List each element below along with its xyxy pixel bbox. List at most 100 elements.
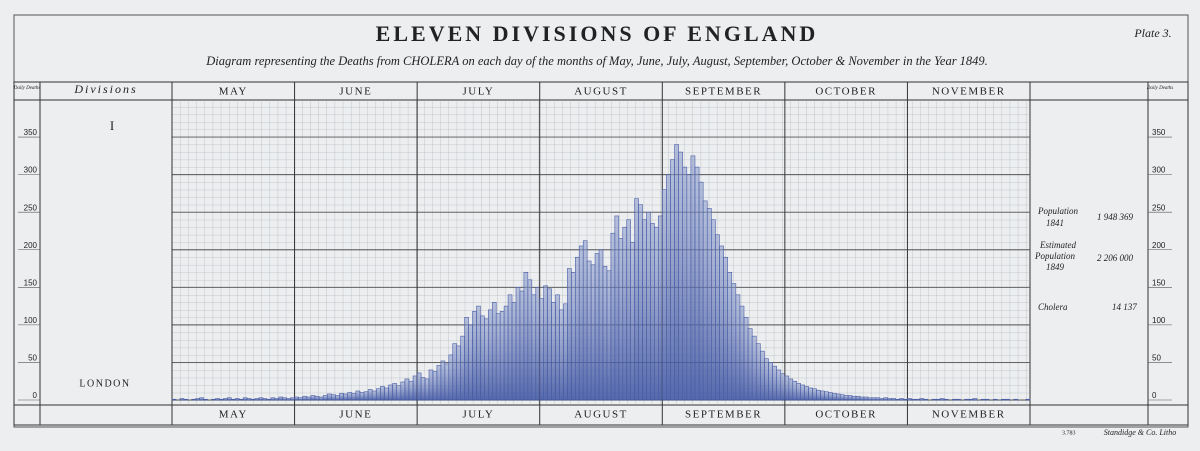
bar bbox=[678, 151, 684, 401]
bar bbox=[1001, 398, 1006, 401]
bar bbox=[436, 365, 442, 401]
bar bbox=[666, 174, 671, 401]
panel-value: 2 206 000 bbox=[1097, 253, 1134, 263]
x-tick-label: JULY bbox=[463, 409, 495, 421]
y-label-left: Daily Deaths bbox=[13, 86, 41, 91]
bar bbox=[476, 305, 481, 401]
bar bbox=[606, 270, 612, 401]
bar bbox=[784, 375, 790, 401]
bar bbox=[935, 398, 941, 401]
bar bbox=[408, 380, 414, 401]
bar bbox=[772, 365, 777, 401]
bar bbox=[743, 317, 749, 401]
bar bbox=[731, 283, 737, 401]
y-tick-label: 200 bbox=[1152, 241, 1166, 250]
bar bbox=[952, 398, 957, 401]
x-tick-label: OCTOBER bbox=[815, 409, 877, 421]
panel-text: 1841 bbox=[1046, 218, 1064, 228]
bar bbox=[322, 395, 328, 401]
bar bbox=[452, 343, 457, 401]
bar bbox=[171, 398, 177, 401]
bar bbox=[543, 285, 548, 401]
bar bbox=[551, 302, 556, 401]
bar bbox=[183, 398, 189, 401]
bar bbox=[956, 398, 961, 401]
bar bbox=[764, 358, 769, 401]
bar bbox=[638, 204, 643, 401]
bar bbox=[250, 398, 256, 401]
bar bbox=[416, 372, 422, 401]
bar bbox=[242, 397, 248, 401]
bar bbox=[883, 397, 888, 401]
bar bbox=[539, 298, 544, 401]
y-tick-label: 300 bbox=[24, 166, 38, 175]
bar bbox=[547, 288, 552, 401]
bar bbox=[719, 245, 724, 401]
bar bbox=[851, 395, 857, 401]
bar bbox=[654, 226, 659, 401]
bar bbox=[380, 386, 385, 401]
y-tick-label: 250 bbox=[1152, 203, 1166, 212]
x-tick-label: OCTOBER bbox=[815, 86, 877, 98]
bar bbox=[523, 271, 529, 401]
bar bbox=[899, 398, 904, 401]
bar bbox=[760, 350, 765, 401]
bar bbox=[404, 378, 410, 401]
bar bbox=[484, 318, 489, 401]
bar bbox=[234, 398, 240, 401]
bar bbox=[686, 174, 692, 401]
y-tick-label: 150 bbox=[24, 278, 38, 287]
bar bbox=[984, 398, 990, 401]
panel-value: 1 948 369 bbox=[1097, 212, 1134, 222]
bar bbox=[306, 396, 312, 401]
bar bbox=[931, 398, 937, 401]
panel-text: Population bbox=[1037, 206, 1078, 216]
bar bbox=[343, 393, 348, 401]
bar bbox=[915, 398, 920, 401]
table-frame bbox=[13, 81, 1189, 426]
bar bbox=[903, 398, 908, 401]
bar bbox=[468, 324, 473, 401]
bar bbox=[630, 241, 635, 401]
bar bbox=[215, 398, 220, 401]
x-tick-label: JULY bbox=[463, 86, 495, 98]
bar bbox=[812, 388, 817, 401]
bar bbox=[895, 398, 900, 401]
bar bbox=[231, 398, 236, 401]
bar bbox=[1005, 398, 1010, 401]
bar bbox=[559, 309, 564, 401]
bar bbox=[555, 294, 560, 401]
bar bbox=[867, 397, 873, 401]
bar bbox=[646, 211, 651, 401]
chart-subtitle: Diagram representing the Deaths from CHO… bbox=[205, 54, 988, 68]
bar bbox=[875, 397, 881, 401]
bar bbox=[939, 398, 945, 401]
bar bbox=[278, 396, 284, 401]
bar bbox=[499, 311, 505, 401]
bar bbox=[1013, 398, 1019, 401]
bar bbox=[634, 198, 639, 401]
bar bbox=[519, 290, 525, 401]
bar bbox=[871, 397, 877, 401]
x-tick-label: JUNE bbox=[339, 86, 372, 98]
y-tick-label: 150 bbox=[1152, 278, 1166, 287]
bar bbox=[302, 395, 308, 401]
bar bbox=[223, 398, 228, 401]
bar bbox=[351, 392, 357, 401]
x-tick-label: SEPTEMBER bbox=[685, 86, 762, 98]
bar bbox=[440, 360, 446, 401]
bar bbox=[428, 369, 434, 401]
bar bbox=[661, 189, 667, 401]
bar bbox=[464, 317, 469, 401]
bar bbox=[282, 397, 287, 401]
bar bbox=[432, 371, 438, 401]
bar bbox=[270, 397, 276, 401]
bar bbox=[682, 166, 688, 401]
bar bbox=[515, 287, 521, 401]
bar bbox=[923, 398, 929, 401]
y-tick-label: 50 bbox=[28, 354, 37, 363]
bar bbox=[698, 181, 704, 401]
bar bbox=[674, 144, 679, 401]
